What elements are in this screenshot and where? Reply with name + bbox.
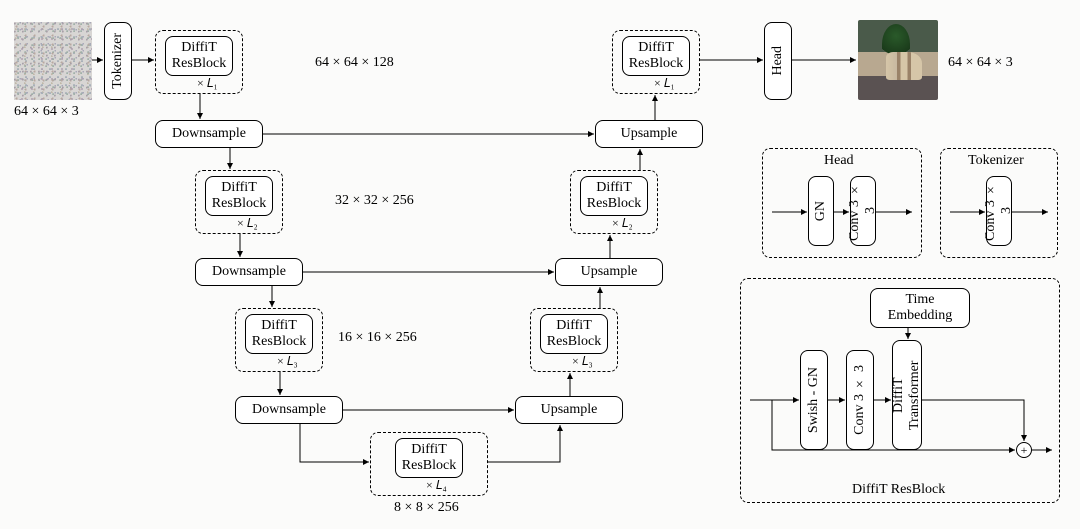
bottleneck-resblock-L4: DiffiT ResBlock xyxy=(395,438,463,478)
resblock-line2-d: ResBlock xyxy=(402,458,456,474)
L2-sub-enc: × 𝐿₂ xyxy=(237,216,258,231)
L3-sub-dec: × 𝐿₃ xyxy=(572,354,593,369)
resblock-detail-title: DiffiT ResBlock xyxy=(852,482,945,498)
output-image xyxy=(858,20,938,100)
resblock-line1-c: DiffiT xyxy=(261,318,297,334)
resblock-line1-b: DiffiT xyxy=(221,180,257,196)
upsample-3: Upsample xyxy=(515,396,623,424)
decoder-resblock-L3: DiffiT ResBlock xyxy=(540,314,608,354)
resblock-line2: ResBlock xyxy=(172,56,226,72)
head-gn-block: GN xyxy=(808,176,834,246)
dim-8-label: 8 × 8 × 256 xyxy=(394,500,459,516)
encoder-resblock-L3: DiffiT ResBlock xyxy=(245,314,313,354)
upsample-2: Upsample xyxy=(555,258,663,286)
noise-dim-label: 64 × 64 × 3 xyxy=(14,104,79,120)
resblock-line1-f: DiffiT xyxy=(596,180,632,196)
noise-input-image xyxy=(14,22,92,100)
decoder-resblock-L2: DiffiT ResBlock xyxy=(580,176,648,216)
downsample-2: Downsample xyxy=(195,258,303,286)
dim-16-label: 16 × 16 × 256 xyxy=(338,330,417,346)
residual-add-icon: + xyxy=(1016,442,1032,458)
encoder-resblock-L1: DiffiT ResBlock xyxy=(165,36,233,76)
dim-64-label: 64 × 64 × 128 xyxy=(315,55,394,71)
time-embedding-block: Time Embedding xyxy=(870,288,970,328)
head-conv-block: Conv 3 × 3 xyxy=(850,176,876,246)
tokenizer-text: Tokenizer xyxy=(110,33,126,89)
conv3x3-text: Conv 3 × 3 xyxy=(852,365,868,435)
resblock-line1-d: DiffiT xyxy=(411,442,447,458)
diffit-transformer-block: DiffiT Transformer xyxy=(892,340,922,450)
conv3x3-block: Conv 3 × 3 xyxy=(846,350,874,450)
tokenizer-block: Tokenizer xyxy=(104,22,132,100)
diffit-tx-text: DiffiT Transformer xyxy=(891,343,923,447)
resblock-line2-g: ResBlock xyxy=(629,56,683,72)
head-detail-title: Head xyxy=(824,153,854,169)
L2-sub-dec: × 𝐿₂ xyxy=(612,216,633,231)
swish-gn-text: Swish - GN xyxy=(806,367,822,433)
downsample-3: Downsample xyxy=(235,396,343,424)
L4-sub: × 𝐿₄ xyxy=(426,478,447,493)
resblock-line2-b: ResBlock xyxy=(212,196,266,212)
time-emb-text: Time Embedding xyxy=(873,292,967,324)
dim-32-label: 32 × 32 × 256 xyxy=(335,193,414,209)
head-gn-text: GN xyxy=(813,201,829,221)
resblock-line1-e: DiffiT xyxy=(556,318,592,334)
resblock-line2-f: ResBlock xyxy=(587,196,641,212)
encoder-resblock-L2: DiffiT ResBlock xyxy=(205,176,273,216)
tokenizer-conv-block: Conv 3 × 3 xyxy=(986,176,1012,246)
L3-sub-enc: × 𝐿₃ xyxy=(277,354,298,369)
tokenizer-conv-text: Conv 3 × 3 xyxy=(983,179,1015,243)
L1-sub-dec: × 𝐿₁ xyxy=(654,76,675,91)
L1-sub-enc: × 𝐿₁ xyxy=(197,76,218,91)
resblock-line2-c: ResBlock xyxy=(252,334,306,350)
downsample-1: Downsample xyxy=(155,120,263,148)
resblock-line1-g: DiffiT xyxy=(638,40,674,56)
swish-gn-block: Swish - GN xyxy=(800,350,828,450)
tokenizer-detail-title: Tokenizer xyxy=(968,153,1024,169)
decoder-resblock-L1: DiffiT ResBlock xyxy=(622,36,690,76)
output-dim-label: 64 × 64 × 3 xyxy=(948,55,1013,71)
upsample-1: Upsample xyxy=(595,120,703,148)
head-block: Head xyxy=(764,22,792,100)
resblock-line1: DiffiT xyxy=(181,40,217,56)
head-conv-text: Conv 3 × 3 xyxy=(847,179,879,243)
head-text: Head xyxy=(770,46,786,76)
resblock-line2-e: ResBlock xyxy=(547,334,601,350)
